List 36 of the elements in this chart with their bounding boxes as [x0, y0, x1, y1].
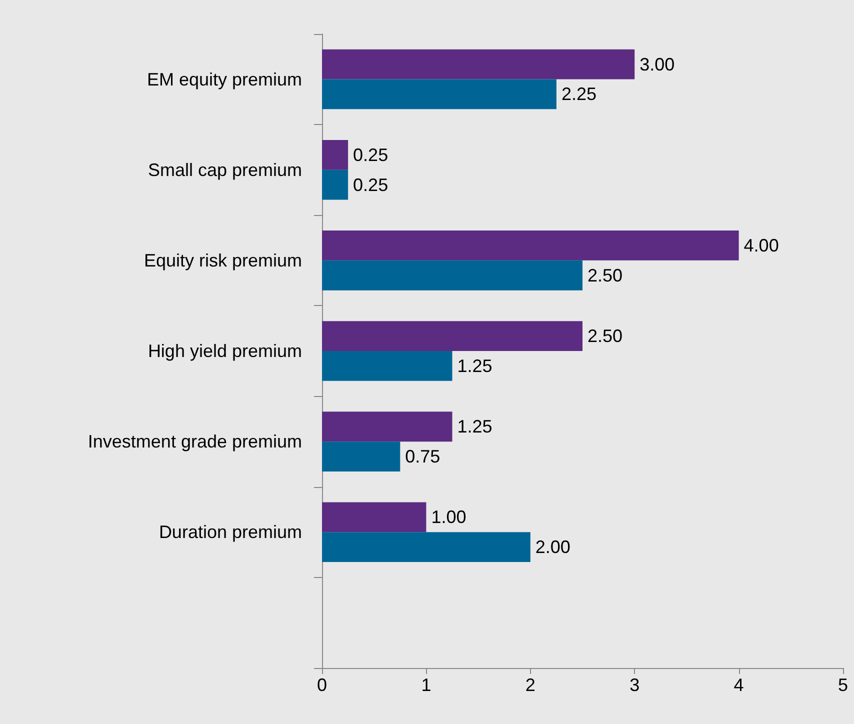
bar	[322, 79, 556, 110]
bar	[322, 321, 582, 351]
bar	[322, 49, 635, 80]
y-tick-label: Duration premium	[158, 522, 302, 542]
data-label: 1.25	[457, 416, 492, 437]
bar	[322, 412, 452, 442]
x-tick-label: 2	[525, 675, 536, 695]
x-tick-label: 4	[734, 675, 744, 695]
data-label: 3.00	[640, 54, 675, 74]
data-label: 2.50	[588, 265, 623, 286]
data-label: 0.25	[353, 144, 388, 165]
bar	[322, 351, 452, 381]
data-label: 1.00	[431, 507, 466, 528]
data-label: 2.25	[561, 84, 596, 104]
bar	[322, 230, 739, 260]
y-tick-label: Equity risk premium	[144, 250, 302, 270]
bar	[322, 170, 348, 200]
data-label: 2.50	[588, 326, 623, 346]
bar	[322, 260, 582, 290]
data-label: 0.75	[405, 446, 440, 467]
x-tick-label: 0	[316, 675, 328, 695]
data-label: 2.00	[535, 537, 570, 558]
bar	[322, 502, 426, 532]
data-label: 1.25	[457, 356, 492, 376]
y-tick-label: Investment grade premium	[88, 432, 302, 452]
bar	[322, 140, 348, 170]
data-label: 0.25	[353, 174, 388, 195]
y-tick-label: Small cap premium	[148, 160, 302, 180]
bar	[322, 532, 530, 562]
bar	[322, 442, 400, 472]
y-tick-label: EM equity premium	[146, 69, 302, 90]
y-tick-label: High yield premium	[148, 341, 302, 361]
x-tick-label: 3	[630, 675, 640, 695]
x-tick-label: 5	[838, 675, 848, 695]
data-label: 4.00	[744, 235, 779, 256]
x-tick-label: 1	[421, 675, 432, 695]
